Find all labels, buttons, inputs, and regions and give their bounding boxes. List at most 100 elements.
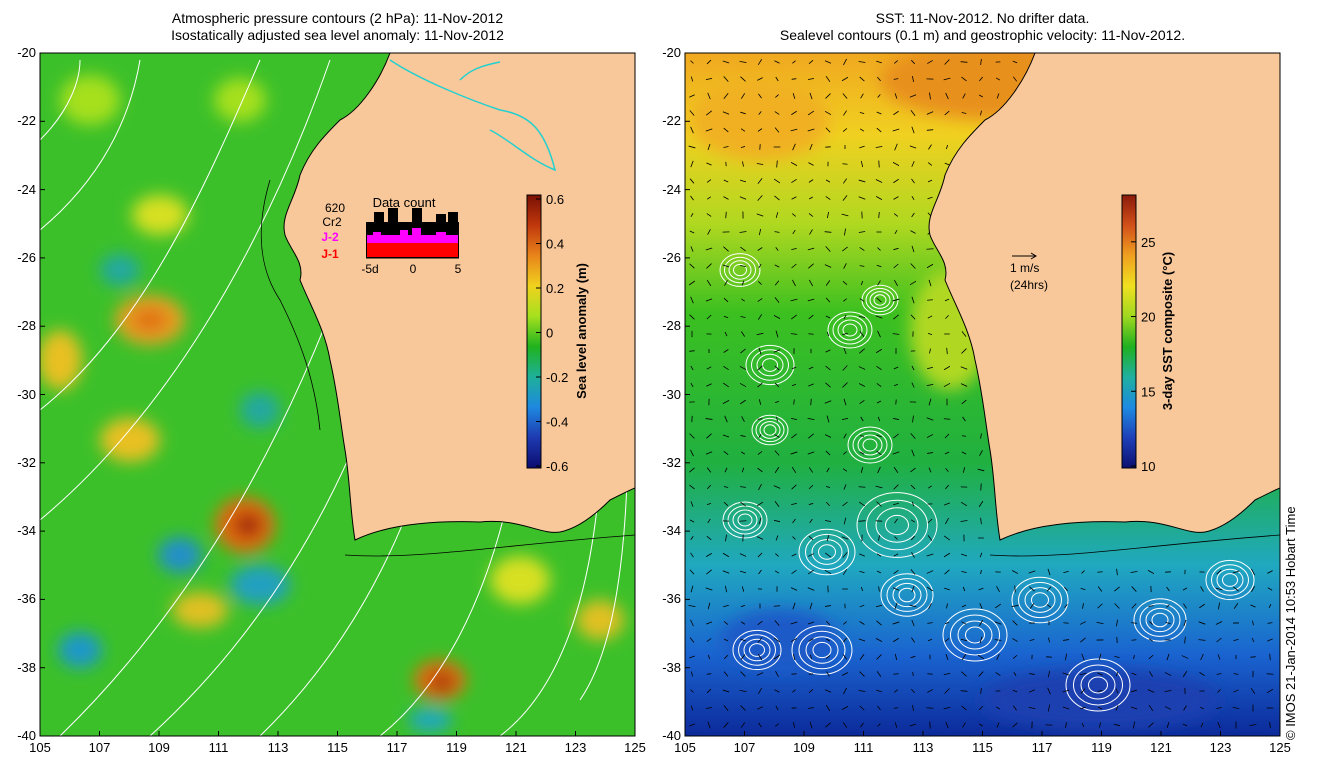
velocity-arrow-845	[909, 723, 917, 727]
velocity-arrow-580	[1166, 586, 1170, 592]
sla-colorbar-tick-1: 0.4	[546, 237, 564, 252]
velocity-arrow-223	[741, 280, 745, 286]
velocity-arrow-455	[858, 501, 866, 507]
velocity-arrow-232	[894, 279, 898, 287]
velocity-arrow-280	[842, 332, 848, 336]
velocity-arrow-73	[926, 111, 934, 115]
sla-colorbar: 0.6 0.4 0.2 0 -0.2 -0.4 -0.6 Sea level anomaly…	[526, 192, 589, 474]
velocity-arrow-261	[808, 314, 814, 320]
velocity-arrow-548	[1216, 569, 1222, 575]
left-map-title: Atmospheric pressure contours (2 hPa): 1…	[40, 10, 635, 44]
velocity-arrow-603	[961, 604, 967, 608]
velocity-arrow-390	[980, 433, 982, 439]
velocity-arrow-778	[960, 690, 968, 692]
velocity-arrow-387	[926, 434, 934, 438]
velocity-arrow-754	[1149, 671, 1153, 677]
sealevel-contour-13-2	[1216, 568, 1244, 592]
velocity-arrow-623	[705, 621, 713, 625]
sealevel-contour-11-2	[869, 291, 891, 309]
velocity-arrow-659	[723, 638, 729, 642]
velocity-arrow-564	[892, 587, 900, 591]
velocity-arrow-225	[774, 280, 780, 286]
velocity-arrow-24	[757, 77, 763, 81]
velocity-arrow-314	[842, 365, 848, 371]
sealevel-contour-3-3	[1073, 664, 1123, 706]
velocity-arrow-551	[1267, 570, 1273, 574]
velocity-arrow-767	[774, 689, 780, 693]
velocity-arrow-291	[740, 348, 746, 354]
velocity-arrow-490	[841, 536, 849, 540]
velocity-arrow-402	[876, 450, 882, 456]
velocity-arrow-213	[843, 263, 847, 269]
velocity-arrow-93	[707, 143, 711, 151]
velocity-arrow-709	[977, 654, 985, 660]
sealevel-contour-4-2	[743, 638, 771, 662]
velocity-arrow-627	[774, 620, 780, 626]
data-count-row-label-0: Cr2	[322, 215, 342, 229]
velocity-arrow-206	[722, 264, 730, 268]
velocity-arrow-365	[841, 417, 849, 421]
right-lat-tick-4: -28	[662, 318, 681, 334]
velocity-arrow-585	[1251, 586, 1255, 592]
velocity-arrow-165	[841, 213, 849, 217]
velocity-arrow-842	[860, 722, 864, 728]
velocity-arrow-650	[1165, 621, 1171, 625]
velocity-arrow-195	[807, 247, 815, 251]
sealevel-contour-14-3	[727, 505, 763, 535]
velocity-arrow-89	[892, 128, 900, 132]
velocity-arrow-436	[843, 484, 847, 490]
velocity-arrow-4	[757, 58, 763, 66]
velocity-arrow-735	[826, 671, 830, 677]
velocity-arrow-296	[825, 349, 831, 353]
velocity-arrow-437	[858, 486, 866, 488]
velocity-arrow-486	[775, 535, 779, 541]
velocity-arrow-194	[791, 247, 797, 251]
right-lon-tick-5: 115	[972, 740, 993, 755]
velocity-arrow-833	[707, 721, 711, 729]
velocity-arrow-1	[706, 59, 712, 65]
velocity-arrow-204	[689, 263, 695, 269]
velocity-arrow-21	[705, 77, 713, 81]
velocity-arrow-598	[875, 604, 883, 608]
left-lon-tick-3: 111	[208, 740, 229, 755]
velocity-arrow-602	[946, 603, 948, 609]
velocity-arrow-6	[792, 60, 796, 64]
data-count-xtick-2: 5	[455, 262, 462, 276]
sealevel-contour-13-3	[1211, 564, 1249, 596]
velocity-arrow-426	[977, 468, 985, 472]
velocity-arrow-629	[807, 621, 815, 625]
velocity-arrow-658	[706, 638, 712, 642]
velocity-arrow-252	[944, 298, 950, 302]
sla-anomaly-blobs	[40, 75, 624, 732]
river-line	[389, 59, 557, 172]
velocity-arrow-7	[808, 59, 814, 65]
velocity-arrow-619	[1233, 603, 1239, 609]
velocity-arrow-612	[1114, 603, 1120, 609]
velocity-arrow-641	[1012, 620, 1018, 626]
sla-colorbar-label: Sea level anomaly (m)	[574, 263, 589, 399]
left-lat-tick-2: -24	[17, 181, 36, 197]
right-lon-tick-1: 107	[733, 740, 756, 755]
velocity-arrow-212	[824, 264, 832, 268]
velocity-arrow-394	[741, 451, 745, 455]
velocity-arrow-628	[790, 621, 798, 625]
velocity-arrow-720	[1166, 653, 1170, 661]
velocity-arrow-153	[911, 196, 915, 200]
sla-colorbar-tick-4: -0.2	[546, 370, 568, 385]
sealevel-contour-9-3	[832, 315, 868, 345]
velocity-arrow-597	[859, 604, 865, 608]
velocity-arrow-41	[707, 92, 711, 100]
velocity-arrow-655	[1252, 620, 1254, 626]
velocity-arrow-568	[962, 586, 966, 592]
velocity-arrow-326	[757, 382, 763, 388]
velocity-arrow-481	[690, 536, 694, 540]
velocity-arrow-862	[1200, 722, 1204, 728]
velocity-arrow-762	[690, 689, 694, 693]
velocity-arrow-740	[912, 671, 914, 677]
velocity-arrow-287	[961, 331, 967, 337]
velocity-arrow-578	[1131, 586, 1137, 592]
velocity-arrow-344	[774, 400, 780, 404]
velocity-arrow-844	[894, 722, 898, 728]
left-lon-tick-10: 125	[624, 740, 646, 755]
velocity-arrow-529	[893, 570, 899, 574]
